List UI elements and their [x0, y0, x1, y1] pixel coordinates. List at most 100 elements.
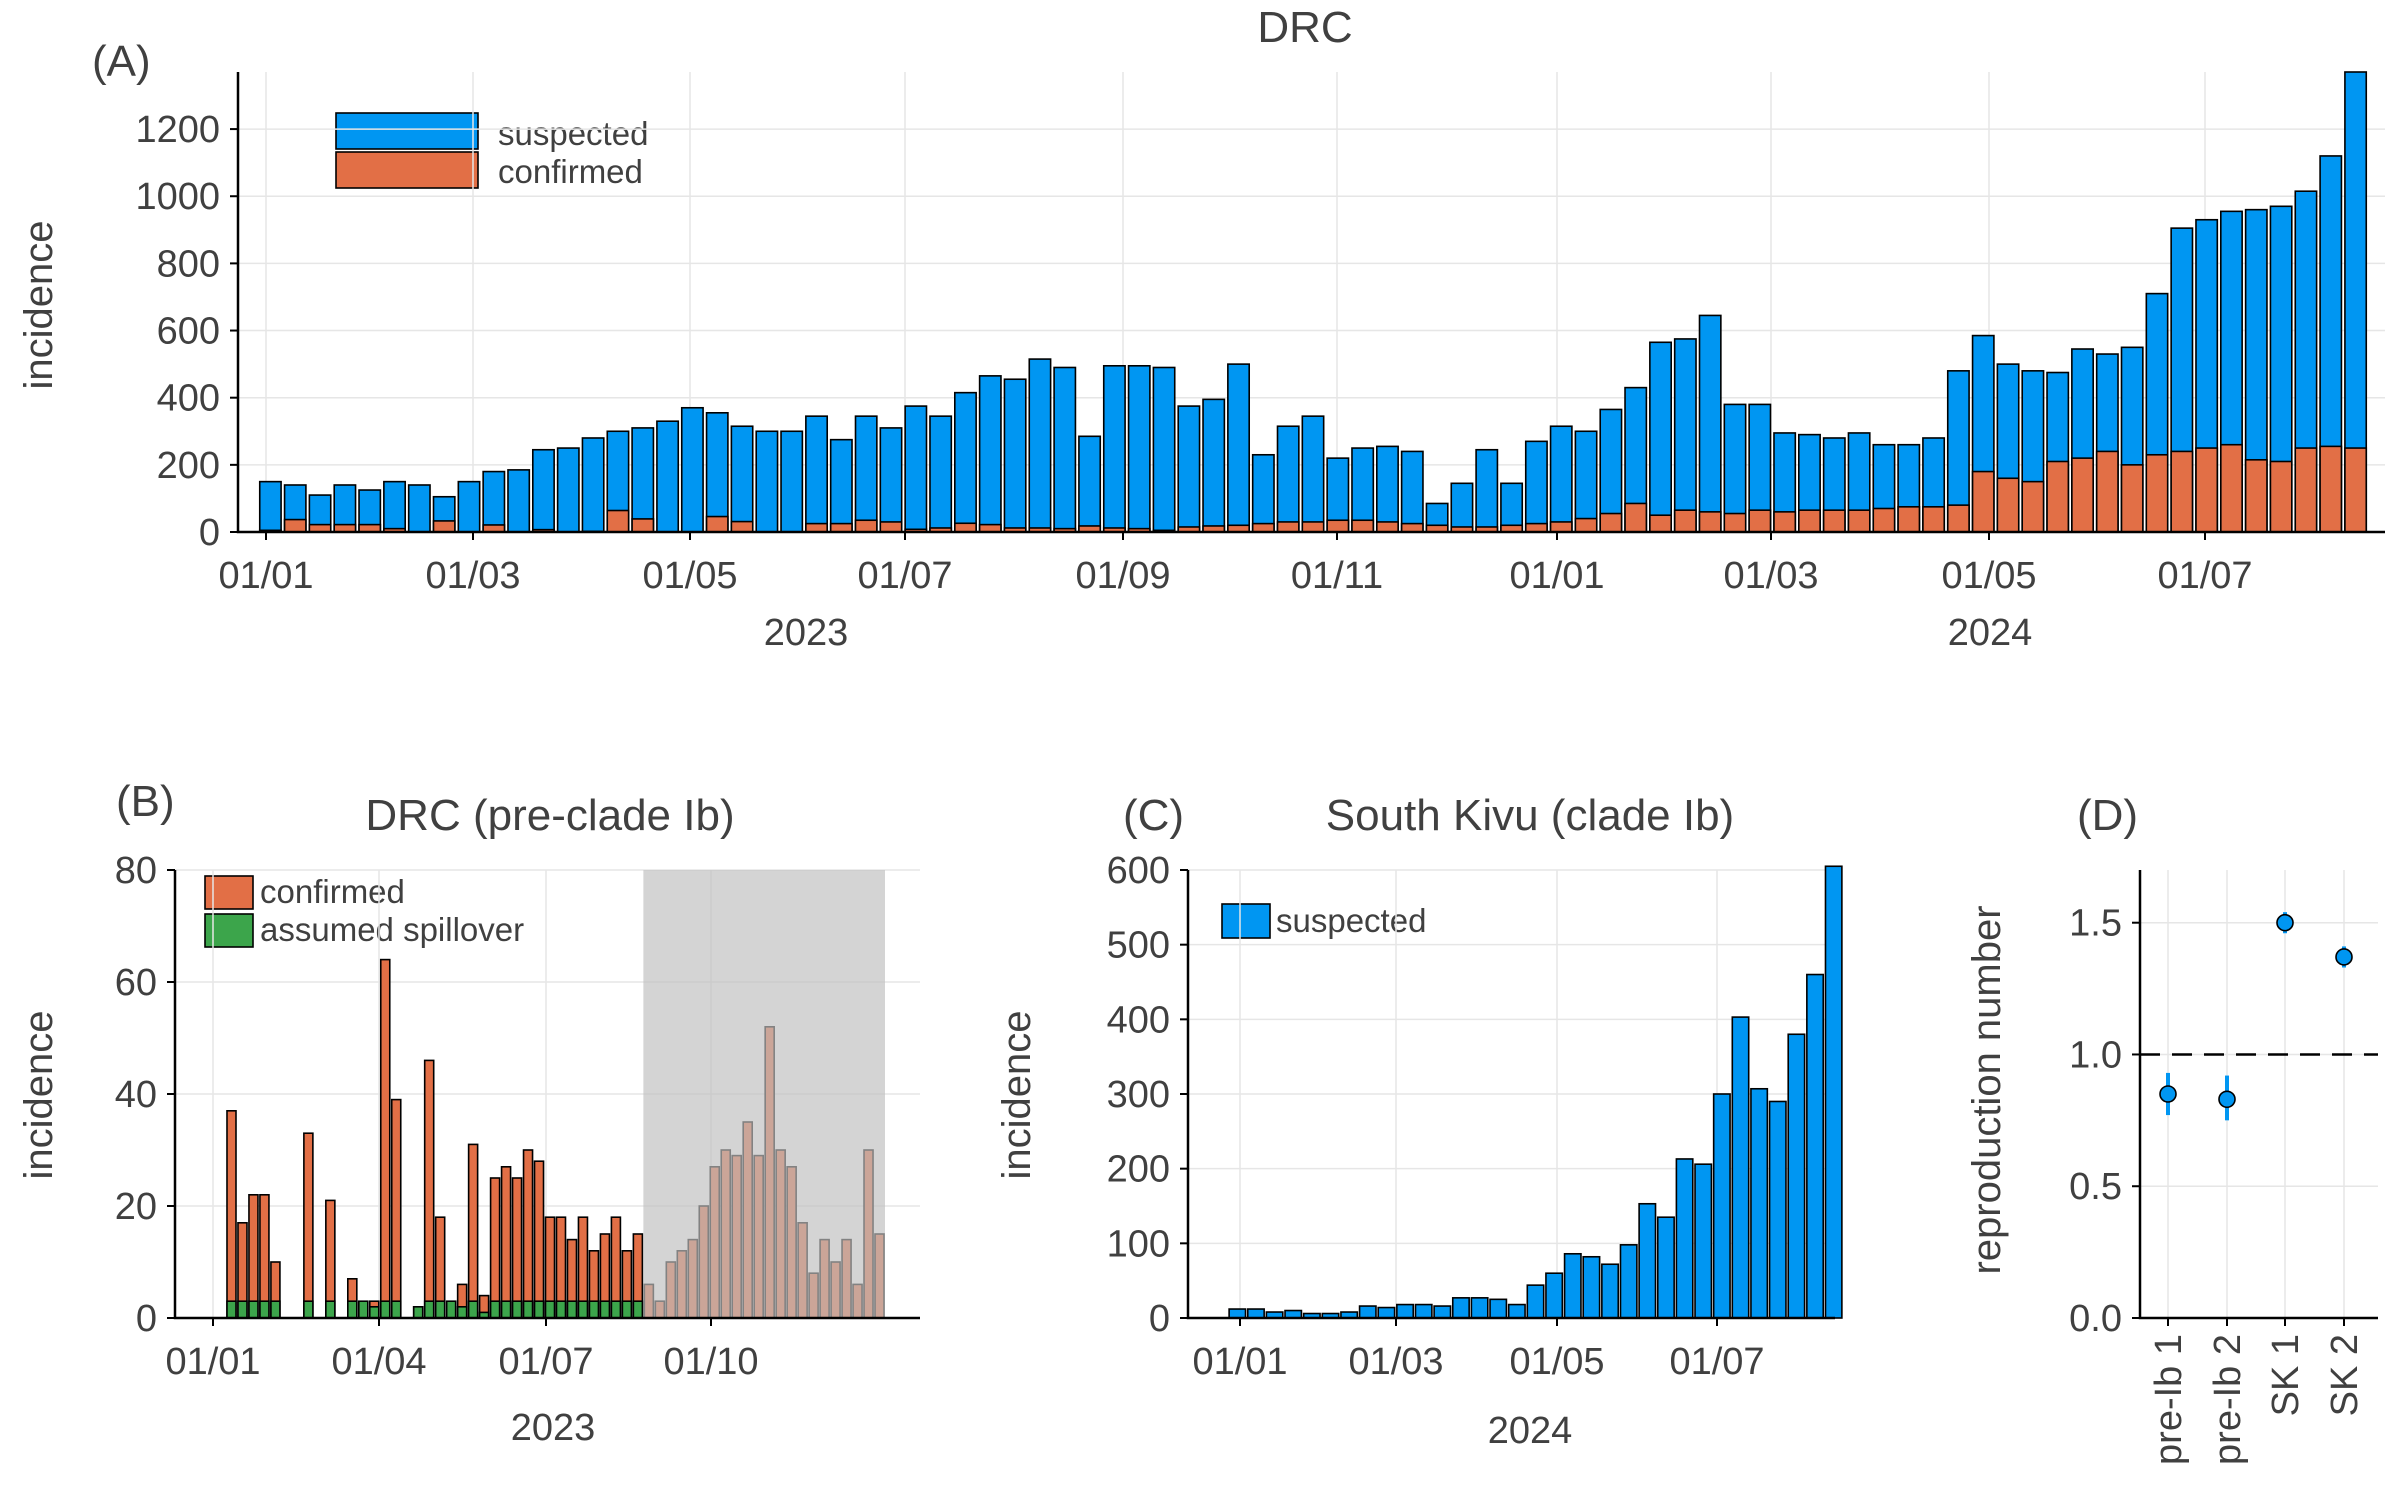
bar-confirmed: [283, 518, 307, 533]
bar-confirmed: [390, 1098, 402, 1319]
bar-suspected: [1451, 1297, 1470, 1319]
bar-suspected: [1787, 1033, 1806, 1319]
bar-confirmed: [2145, 453, 2169, 533]
bar-suspected: [1574, 430, 1598, 533]
x-tick-label: 01/09: [1075, 555, 1170, 597]
bar-spillover: [423, 1300, 435, 1319]
bar-confirmed: [1673, 509, 1697, 533]
legend-label-spillover: assumed spillover: [260, 911, 524, 948]
bar-spillover: [434, 1300, 446, 1319]
bar-confirmed: [606, 509, 630, 533]
legend-swatch-confirmed: [204, 875, 254, 910]
bar-confirmed: [829, 522, 853, 533]
x-tick-label: 01/03: [425, 555, 520, 597]
bar-suspected: [1414, 1303, 1433, 1319]
bar-spillover: [566, 1300, 578, 1319]
bar-suspected: [1152, 366, 1176, 533]
bar-confirmed: [1375, 521, 1399, 533]
y-tick-label: 500: [1107, 925, 1170, 967]
panel-b: (B) DRC (pre-clade Ib) incidence 2023 co…: [17, 777, 920, 1449]
panel-a-title: DRC: [1257, 3, 1352, 52]
bar-spillover: [533, 1300, 545, 1319]
x-tick-label: 01/07: [2157, 555, 2252, 597]
bar-suspected: [780, 430, 804, 533]
y-tick-label: 40: [115, 1074, 157, 1116]
bar-suspected: [1227, 363, 1251, 533]
x-tick-label: 01/01: [1509, 555, 1604, 597]
y-tick-label: 0.5: [2069, 1166, 2122, 1208]
bar-confirmed: [248, 1194, 259, 1319]
bar-confirmed: [522, 1149, 534, 1319]
y-tick-label: 400: [1107, 999, 1170, 1041]
y-tick-label: 300: [1107, 1074, 1170, 1116]
bar-suspected: [1470, 1297, 1489, 1319]
bar-confirmed: [2294, 447, 2318, 533]
y-tick-label: 1000: [135, 176, 220, 218]
bar-confirmed: [730, 520, 754, 533]
shaded-region: [643, 870, 885, 1318]
bar-suspected: [1824, 865, 1843, 1319]
bar-confirmed: [500, 1166, 512, 1319]
bar-suspected: [1177, 405, 1201, 533]
panel-c-label: (C): [1123, 791, 1184, 840]
panel-d-axes: [2138, 870, 2378, 1320]
x-tick-label: 01/11: [1291, 555, 1383, 597]
bar-suspected: [1694, 1163, 1713, 1319]
y-tick-label: 0: [199, 512, 220, 554]
bar-confirmed: [226, 1110, 237, 1319]
y-tick-label: 0.0: [2069, 1298, 2122, 1340]
bar-spillover: [412, 1306, 424, 1319]
bar-suspected: [1750, 1087, 1769, 1319]
y-tick-label: 1200: [135, 109, 220, 151]
bar-spillover: [226, 1300, 237, 1319]
legend-label-suspected: suspected: [1276, 902, 1426, 939]
y-tick-label: 60: [115, 962, 157, 1004]
bar-suspected: [1276, 425, 1300, 533]
bar-confirmed: [1624, 502, 1648, 533]
legend-label-suspected: suspected: [498, 115, 648, 152]
y-tick-label: 200: [1107, 1149, 1170, 1191]
bar-confirmed: [2170, 450, 2194, 533]
bar-suspected: [1675, 1158, 1694, 1319]
x-tick-label: 01/10: [663, 1341, 758, 1383]
bar-confirmed: [303, 1132, 314, 1319]
bar-spillover: [237, 1300, 248, 1319]
bar-confirmed: [2219, 443, 2243, 533]
bar-suspected: [1526, 1284, 1545, 1319]
bar-suspected: [1078, 435, 1102, 533]
bar-suspected: [879, 427, 903, 533]
panel-b-y-axis-label: incidence: [17, 1010, 61, 1179]
bar-confirmed: [1549, 521, 1573, 533]
bar-confirmed: [1946, 504, 1970, 533]
bar-suspected: [1806, 973, 1825, 1319]
bar-suspected: [1396, 1303, 1415, 1319]
bar-confirmed: [805, 522, 829, 533]
estimate-point: [2276, 913, 2294, 932]
bar-suspected: [1507, 1303, 1526, 1319]
panel-b-legend: confirmed assumed spillover: [204, 873, 524, 948]
bar-confirmed: [1922, 506, 1946, 533]
bar-suspected: [407, 484, 431, 533]
bar-suspected: [854, 415, 878, 533]
bar-confirmed: [2344, 447, 2368, 533]
bar-spillover: [511, 1300, 523, 1319]
bar-suspected: [1673, 338, 1697, 533]
x-tick-label: pre-Ib 2: [2207, 1334, 2249, 1465]
bar-suspected: [1649, 341, 1673, 533]
x-tick-label: 01/01: [1192, 1341, 1287, 1383]
legend-label-confirmed: confirmed: [260, 873, 405, 910]
bar-spillover: [632, 1300, 644, 1319]
bar-spillover: [588, 1300, 600, 1319]
bar-confirmed: [2046, 460, 2070, 533]
bar-suspected: [656, 420, 680, 533]
bar-suspected: [1712, 1093, 1731, 1319]
bar-confirmed: [1847, 509, 1871, 533]
bar-suspected: [258, 480, 282, 533]
y-tick-label: 80: [115, 850, 157, 892]
bar-confirmed: [432, 520, 456, 533]
bar-confirmed: [2095, 450, 2119, 533]
bar-spillover: [445, 1300, 457, 1319]
bar-suspected: [1375, 445, 1399, 533]
bar-suspected: [383, 480, 407, 533]
